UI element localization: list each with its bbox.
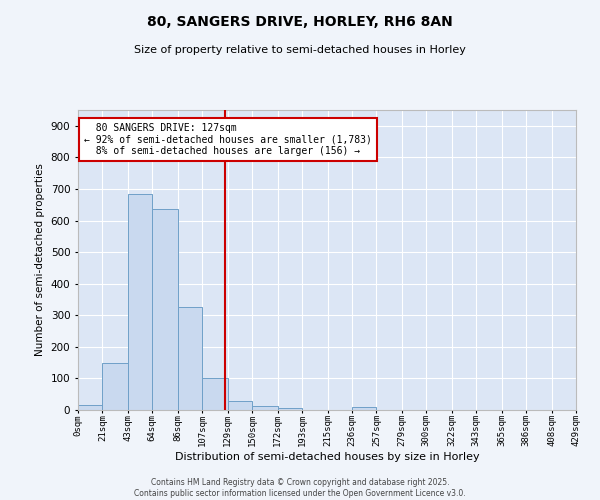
Bar — [278, 408, 302, 410]
Bar — [352, 408, 376, 410]
Text: Size of property relative to semi-detached houses in Horley: Size of property relative to semi-detach… — [134, 45, 466, 55]
Text: Contains HM Land Registry data © Crown copyright and database right 2025.
Contai: Contains HM Land Registry data © Crown c… — [134, 478, 466, 498]
Text: 80 SANGERS DRIVE: 127sqm
← 92% of semi-detached houses are smaller (1,783)
  8% : 80 SANGERS DRIVE: 127sqm ← 92% of semi-d… — [84, 122, 371, 156]
Y-axis label: Number of semi-detached properties: Number of semi-detached properties — [35, 164, 45, 356]
Bar — [152, 210, 178, 410]
Bar — [78, 406, 103, 410]
Bar — [178, 308, 202, 410]
Bar — [202, 378, 228, 410]
Bar — [252, 406, 278, 410]
X-axis label: Distribution of semi-detached houses by size in Horley: Distribution of semi-detached houses by … — [175, 452, 479, 462]
Bar — [128, 194, 152, 410]
Bar — [103, 362, 128, 410]
Bar — [228, 400, 252, 410]
Text: 80, SANGERS DRIVE, HORLEY, RH6 8AN: 80, SANGERS DRIVE, HORLEY, RH6 8AN — [147, 15, 453, 29]
